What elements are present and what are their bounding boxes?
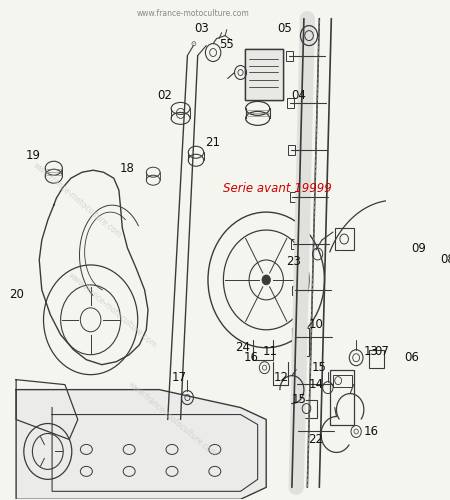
Text: 20: 20 [9,288,23,302]
Text: 24: 24 [235,341,250,354]
Bar [330,370,355,424]
Text: 07: 07 [374,345,389,358]
Text: 12: 12 [274,371,289,384]
Text: 08: 08 [441,254,450,266]
Bar [292,286,299,296]
Bar [292,328,309,355]
Text: www.france-motoculture.com: www.france-motoculture.com [137,8,250,18]
Text: 18: 18 [120,162,135,174]
Text: 14: 14 [308,378,324,391]
Text: 09: 09 [411,242,426,254]
Bar [287,98,294,108]
Polygon shape [16,390,266,500]
Text: 15: 15 [291,393,306,406]
Text: 55: 55 [220,38,234,51]
Bar [296,400,317,417]
Text: www.france-motoculture.com: www.france-motoculture.com [66,270,158,349]
Bar [245,48,284,100]
Bar [335,228,354,250]
Text: 23: 23 [286,256,301,268]
Text: 22: 22 [308,433,324,446]
Text: 04: 04 [291,89,306,102]
Text: 11: 11 [263,345,278,358]
Text: 15: 15 [312,361,327,374]
Bar [291,238,297,248]
Text: 05: 05 [278,22,292,35]
Bar [245,48,284,100]
Text: www.france-motoculture.com: www.france-motoculture.com [32,160,124,240]
Text: 13: 13 [363,345,378,358]
Bar [296,426,302,436]
Text: 17: 17 [171,371,186,384]
Bar [290,192,297,202]
Bar [293,332,300,342]
Text: 03: 03 [194,22,209,35]
Text: 02: 02 [158,89,173,102]
Text: ⊙: ⊙ [190,40,196,46]
Text: 16: 16 [243,351,258,364]
Text: 19: 19 [26,149,41,162]
Text: 06: 06 [405,351,419,364]
Text: 21: 21 [206,136,220,149]
Bar [369,350,384,368]
Bar [288,145,295,155]
Text: 16: 16 [363,425,378,438]
Circle shape [262,275,270,285]
Bar [333,374,352,386]
Text: Serie avant 19999: Serie avant 19999 [223,182,332,194]
Bar [286,51,293,61]
Text: www.france-motoculture.com: www.france-motoculture.com [126,380,218,459]
Bar [294,379,301,389]
Text: 10: 10 [308,318,324,332]
Bar [245,48,284,100]
